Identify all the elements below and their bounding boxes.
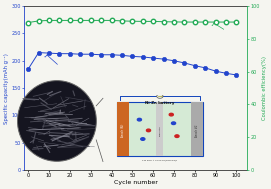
Text: Anode (Ni): Anode (Ni) xyxy=(121,124,125,137)
Text: 4 M KOH + 0.5 M Zn(CH₃COO)₂: 4 M KOH + 0.5 M Zn(CH₃COO)₂ xyxy=(142,159,178,161)
Circle shape xyxy=(169,113,173,116)
Circle shape xyxy=(17,81,96,161)
Bar xyxy=(191,102,203,156)
Y-axis label: Coulombic efficiency(%): Coulombic efficiency(%) xyxy=(262,56,267,120)
Circle shape xyxy=(172,122,176,125)
Bar xyxy=(117,102,203,156)
Circle shape xyxy=(175,135,179,137)
Y-axis label: Specific capacity(mAh g⁻¹): Specific capacity(mAh g⁻¹) xyxy=(4,53,9,123)
Text: Anode #2: Anode #2 xyxy=(195,124,199,137)
Text: Ni-Zn battery: Ni-Zn battery xyxy=(145,101,175,105)
Bar xyxy=(117,102,129,156)
Circle shape xyxy=(141,138,145,140)
Bar xyxy=(156,102,163,156)
Circle shape xyxy=(146,129,151,132)
Circle shape xyxy=(157,94,163,98)
Text: Separator: Separator xyxy=(159,125,160,136)
X-axis label: Cycle number: Cycle number xyxy=(114,180,157,185)
Circle shape xyxy=(137,118,141,121)
